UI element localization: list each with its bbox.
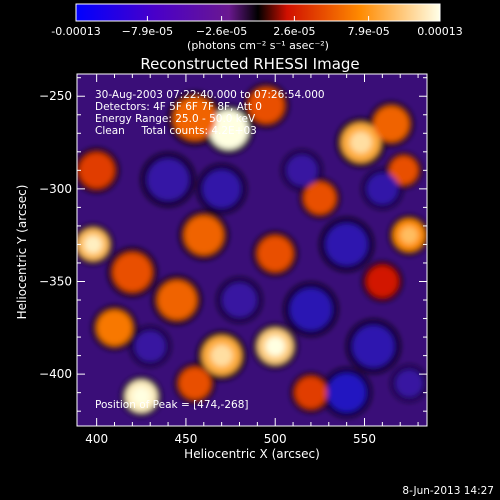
footer-timestamp: 8-Jun-2013 14:27 [402, 485, 494, 497]
heatmap-blob [78, 152, 115, 189]
heatmap-blob [294, 376, 327, 409]
y-tick-label: −350 [39, 274, 72, 288]
y-axis-label: Heliocentric Y (arcsec) [15, 185, 29, 320]
heatmap-blob [352, 324, 395, 368]
heatmap-blob [327, 373, 367, 413]
colorbar: -0.00013 −7.9e-05 −2.6e-05 2.6e-05 7.9e-05 0.… [51, 3, 463, 52]
heatmap-blob [373, 106, 410, 142]
heatmap-blob [173, 97, 217, 140]
x-tick-label: 500 [264, 432, 287, 446]
y-tick-label: −250 [39, 89, 72, 103]
heatmap-blob [202, 169, 242, 209]
heatmap-blob [394, 369, 424, 398]
colorbar-unit-label: (photons cm⁻² s⁻¹ asec⁻²) [187, 39, 329, 52]
colorbar-tick-label: −2.6e-05 [196, 25, 247, 38]
heatmap-blob [96, 309, 133, 346]
heatmap-blob [178, 367, 211, 400]
heatmap-blob [134, 330, 167, 363]
x-tick-label: 550 [353, 432, 376, 446]
heatmap-blob [257, 235, 294, 272]
heatmap-blob-core [84, 235, 102, 254]
heatmap-blob [366, 172, 399, 205]
heatmap-blob-core [400, 226, 418, 245]
heatmap-blob-core [132, 387, 151, 406]
chart-title: Reconstructed RHESSI Image [140, 55, 359, 73]
plot-frame [76, 73, 428, 427]
annotation-peak: Position of Peak = [474,-268] [95, 399, 249, 411]
y-axis-ticks: −250 −300 −350 −400 [39, 77, 427, 412]
annotations: 30-Aug-2003 07:22:40.000 to 07:26:54.000… [95, 89, 325, 411]
heatmap-blob-core [265, 336, 286, 357]
y-tick-label: −400 [39, 367, 72, 381]
heatmap-area [77, 74, 427, 426]
annotation-detectors: Detectors: 4F 5F 6F 7F 8F, Att 0 [95, 101, 262, 113]
colorbar-tick-label: −7.9e-05 [122, 25, 173, 38]
heatmap-blob-core [210, 344, 233, 367]
x-tick-label: 400 [85, 432, 108, 446]
heatmap-blob [389, 156, 419, 185]
colorbar-ticks: -0.00013 −7.9e-05 −2.6e-05 2.6e-05 7.9e-05 0.… [51, 16, 463, 38]
annotation-energy: Energy Range: 25.0 - 50.0 keV [95, 113, 256, 125]
x-axis-label: Heliocentric X (arcsec) [184, 447, 320, 461]
colorbar-gradient [75, 3, 441, 22]
colorbar-tick-label: 7.9e-05 [347, 25, 389, 38]
heatmap-blob [157, 280, 197, 320]
heatmap-blob [285, 154, 319, 187]
colorbar-tick-label: 0.00013 [417, 25, 463, 38]
colorbar-tick-label: 2.6e-05 [273, 25, 315, 38]
heatmap-blob-core [350, 131, 372, 154]
heatmap-blob-core [217, 118, 240, 141]
annotation-time: 30-Aug-2003 07:22:40.000 to 07:26:54.000 [95, 89, 325, 101]
x-axis-ticks: 400 450 500 550 [85, 74, 419, 446]
heatmap-blob [289, 287, 333, 331]
heatmap-blob [366, 265, 399, 298]
heatmap-blob [112, 252, 152, 292]
heatmap-blob [248, 87, 285, 124]
x-tick-label: 450 [174, 432, 197, 446]
y-tick-label: −300 [39, 182, 72, 196]
heatmap-blob [303, 182, 336, 215]
heatmap-blob [184, 215, 224, 255]
annotation-counts: Clean Total counts: 4.2E+03 [95, 125, 257, 137]
heatmap-blobs [77, 83, 427, 418]
heatmap-blob [221, 282, 258, 318]
heatmap-blob [325, 223, 369, 266]
heatmap-blob [146, 158, 190, 202]
colorbar-tick-label: -0.00013 [51, 25, 100, 38]
